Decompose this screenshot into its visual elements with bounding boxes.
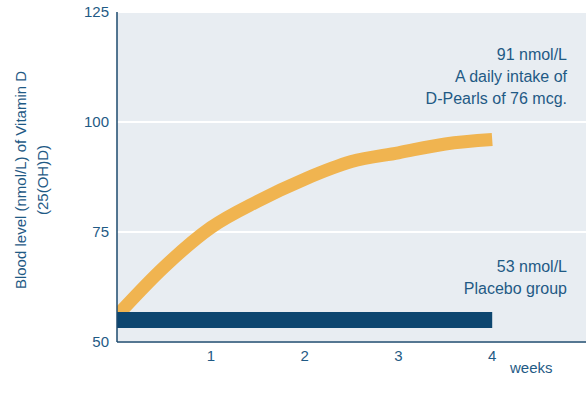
svg-text:3: 3 [394, 347, 402, 364]
svg-text:125: 125 [84, 3, 109, 20]
svg-text:D-Pearls of 76 mcg.: D-Pearls of 76 mcg. [426, 90, 567, 107]
svg-text:Placebo group: Placebo group [464, 280, 567, 297]
svg-text:53 nmol/L: 53 nmol/L [497, 258, 567, 275]
svg-text:100: 100 [84, 113, 109, 130]
svg-text:75: 75 [92, 223, 109, 240]
svg-text:A daily intake of: A daily intake of [455, 68, 568, 85]
svg-text:Blood level (nmol/L) of Vitami: Blood level (nmol/L) of Vitamin D [12, 71, 29, 289]
svg-text:50: 50 [92, 333, 109, 350]
svg-text:91 nmol/L: 91 nmol/L [497, 46, 567, 63]
svg-text:1: 1 [207, 347, 215, 364]
svg-text:2: 2 [300, 347, 308, 364]
svg-text:(25(OH)D): (25(OH)D) [34, 145, 51, 215]
svg-text:weeks: weeks [509, 359, 553, 376]
svg-text:4: 4 [488, 347, 496, 364]
